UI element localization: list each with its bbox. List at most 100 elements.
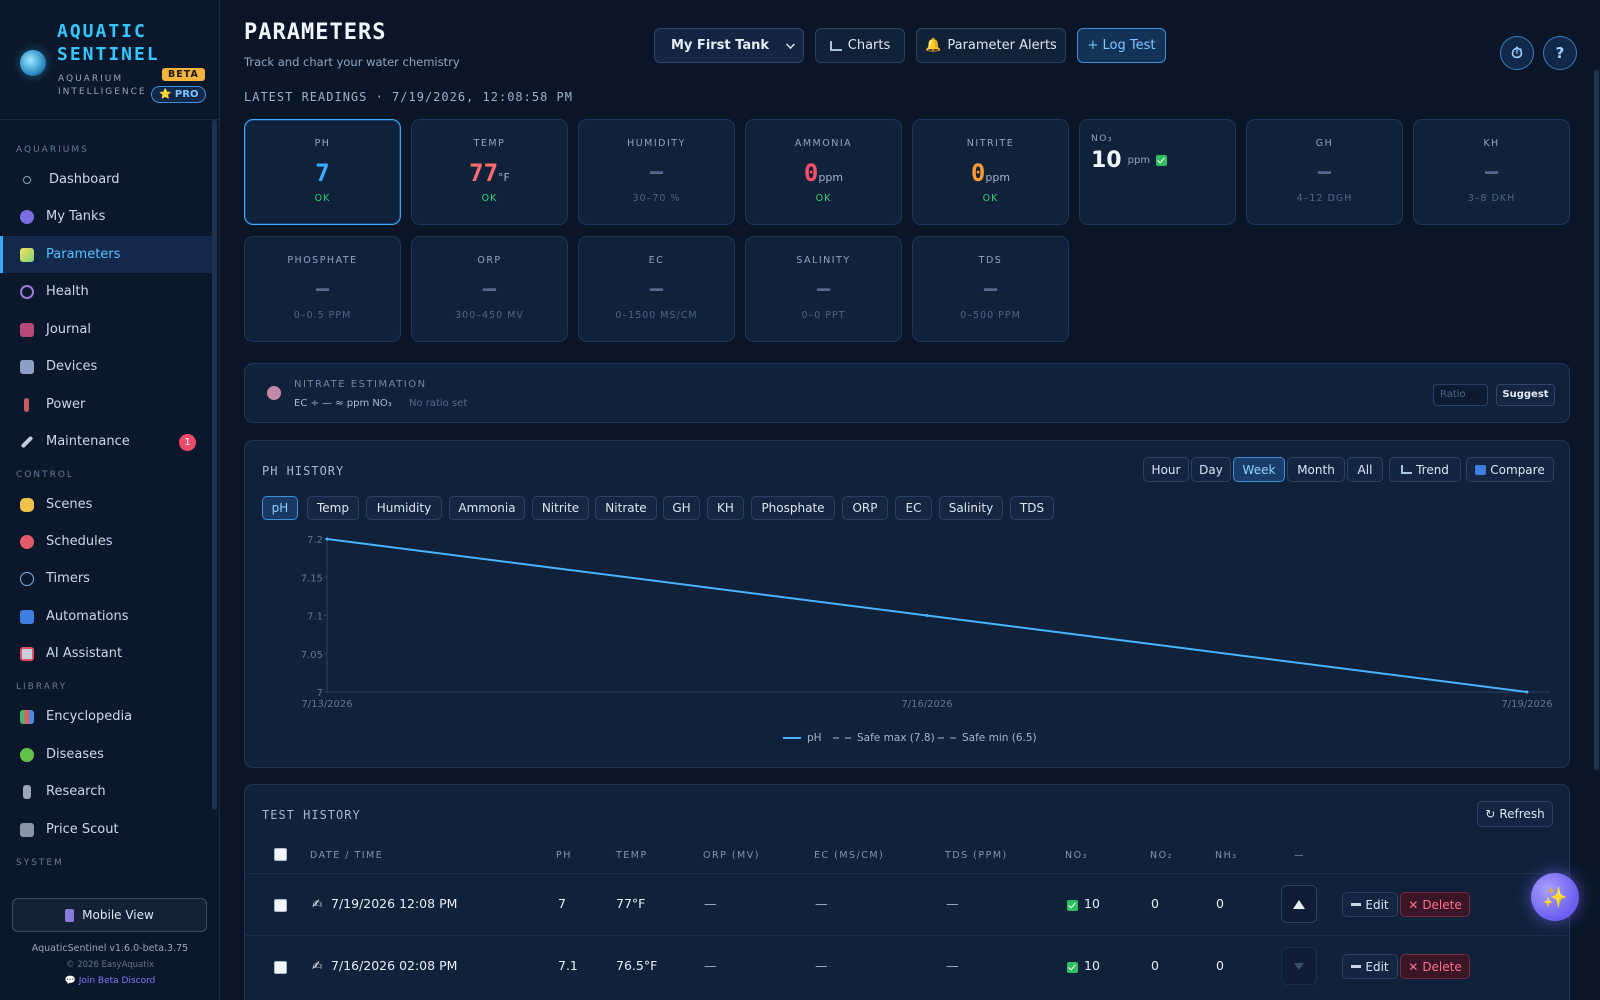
param-card-tds[interactable]: TDS — 0–500 PPM	[912, 236, 1069, 342]
card-status: OK	[982, 193, 999, 204]
column-header-ec[interactable]: EC (MS/CM)	[814, 850, 885, 861]
chip-salinity[interactable]: Salinity	[939, 496, 1003, 520]
sidebar-item-power[interactable]: Power	[0, 386, 212, 423]
edit-button[interactable]: Edit	[1342, 954, 1398, 979]
sidebar-item-schedules[interactable]: Schedules	[0, 523, 212, 560]
column-header-temp[interactable]: TEMP	[616, 850, 648, 861]
range-month-button[interactable]: Month	[1287, 457, 1345, 482]
chip-ammonia[interactable]: Ammonia	[449, 496, 525, 520]
column-header-no2[interactable]: NO₂	[1150, 850, 1173, 861]
log-test-button[interactable]: + Log Test	[1077, 28, 1166, 63]
column-header-nh3[interactable]: NH₃	[1215, 850, 1238, 861]
param-card-nitrite[interactable]: NITRITE 0ppm OK	[912, 119, 1069, 225]
ratio-input[interactable]: Ratio	[1433, 384, 1488, 406]
delete-button[interactable]: ✕ Delete	[1400, 954, 1470, 979]
range-hour-button[interactable]: Hour	[1143, 457, 1189, 482]
chip-ec[interactable]: EC	[895, 496, 932, 520]
param-card-kh[interactable]: KH — 3–8 DKH	[1413, 119, 1570, 225]
column-header-no3[interactable]: NO₃	[1065, 850, 1088, 861]
suggest-button[interactable]: Suggest	[1496, 384, 1555, 406]
param-card-ph[interactable]: PH 7 OK	[244, 119, 401, 225]
sidebar-item-automations[interactable]: Automations	[0, 598, 212, 635]
parameter-alerts-button[interactable]: 🔔 Parameter Alerts	[916, 28, 1066, 63]
param-card-gh[interactable]: GH — 4–12 DGH	[1246, 119, 1403, 225]
chip-temp[interactable]: Temp	[307, 496, 359, 520]
tank-select[interactable]: My First Tank	[654, 28, 804, 63]
journal-icon	[20, 322, 34, 337]
sidebar-item-scenes[interactable]: Scenes	[0, 486, 212, 523]
card-value: —	[482, 277, 497, 302]
chip-kh[interactable]: KH	[707, 496, 744, 520]
param-card-nitrate[interactable]: NO₃ 10 ppm	[1079, 119, 1236, 225]
charts-button[interactable]: Charts	[815, 28, 905, 63]
data-point[interactable]	[925, 614, 929, 617]
sidebar-item-devices[interactable]: Devices	[0, 348, 212, 385]
table-row[interactable]: ✍ 7/16/2026 02:08 PM 7.1 76.5°F — — — 10…	[245, 935, 1571, 997]
sidebar-item-ai-assistant[interactable]: AI Assistant	[0, 635, 212, 672]
x-tick-label: 7/13/2026	[301, 699, 352, 710]
help-button[interactable]: ?	[1543, 36, 1577, 70]
mobile-view-button[interactable]: Mobile View	[12, 898, 207, 932]
param-card-salinity[interactable]: SALINITY — 0–0 PPT	[745, 236, 902, 342]
sidebar-item-timers[interactable]: Timers	[0, 560, 212, 597]
sidebar-item-my-tanks[interactable]: My Tanks	[0, 198, 212, 235]
chip-humidity[interactable]: Humidity	[366, 496, 442, 520]
data-point[interactable]	[325, 537, 329, 541]
timer-add-icon[interactable]: ⏱	[1500, 36, 1534, 70]
refresh-button[interactable]: ↻ Refresh	[1477, 801, 1553, 827]
select-all-checkbox[interactable]	[274, 848, 287, 861]
sidebar-item-health[interactable]: Health	[0, 273, 212, 310]
close-icon: ✕	[1408, 959, 1419, 974]
range-day-button[interactable]: Day	[1191, 457, 1231, 482]
sidebar-item-diseases[interactable]: Diseases	[0, 736, 212, 773]
chip-nitrite[interactable]: Nitrite	[532, 496, 589, 520]
param-card-phosphate[interactable]: PHOSPHATE — 0–0.5 PPM	[244, 236, 401, 342]
delete-button-label: Delete	[1422, 959, 1462, 974]
close-icon: ✕	[1408, 897, 1419, 912]
compare-button[interactable]: Compare	[1466, 457, 1554, 482]
param-card-humidity[interactable]: HUMIDITY — 30–70 %	[578, 119, 735, 225]
y-tick-label: 7.05	[301, 650, 323, 661]
pro-badge[interactable]: ⭐ PRO	[151, 86, 207, 103]
param-card-ec[interactable]: EC — 0–1500 MS/CM	[578, 236, 735, 342]
sidebar-item-journal[interactable]: Journal	[0, 311, 212, 348]
range-week-button[interactable]: Week	[1233, 457, 1285, 482]
sidebar-item-price-scout[interactable]: Price Scout	[0, 811, 212, 848]
sidebar-item-maintenance[interactable]: Maintenance 1	[0, 423, 212, 460]
ph-history-chart: 7 7.05 7.1 7.15 7.2 7/13/2026 7/16/2026 7/19/2…	[301, 535, 1553, 710]
row-checkbox[interactable]	[274, 961, 287, 974]
discord-link[interactable]: 💬 Join Beta Discord	[0, 976, 220, 986]
main-scrollbar[interactable]	[1594, 70, 1599, 770]
range-all-button[interactable]: All	[1347, 457, 1383, 482]
chip-tds[interactable]: TDS	[1010, 496, 1054, 520]
column-header-ph[interactable]: PH	[556, 850, 572, 861]
param-card-ammonia[interactable]: AMMONIA 0ppm OK	[745, 119, 902, 225]
param-card-orp[interactable]: ORP — 300–450 MV	[411, 236, 568, 342]
move-down-button[interactable]	[1281, 947, 1317, 985]
table-row[interactable]: ✍ 7/19/2026 12:08 PM 7 77°F — — — 10 0 0…	[245, 873, 1571, 935]
chip-gh[interactable]: GH	[663, 496, 700, 520]
column-header-date[interactable]: DATE / TIME	[310, 850, 384, 861]
chip-nitrate[interactable]: Nitrate	[595, 496, 657, 520]
sidebar-item-dashboard[interactable]: Dashboard	[0, 161, 212, 198]
row-checkbox[interactable]	[274, 899, 287, 912]
chip-phosphate[interactable]: Phosphate	[751, 496, 835, 520]
param-card-temp[interactable]: TEMP 77°F OK	[411, 119, 568, 225]
sidebar-scrollbar[interactable]	[212, 120, 217, 810]
ai-sparkle-button[interactable]: ✨	[1531, 873, 1579, 921]
sidebar-item-encyclopedia[interactable]: Encyclopedia	[0, 698, 212, 735]
delete-button[interactable]: ✕ Delete	[1400, 892, 1470, 917]
phone-icon	[65, 908, 75, 922]
column-header-orp[interactable]: ORP (MV)	[703, 850, 760, 861]
chip-orp[interactable]: ORP	[842, 496, 888, 520]
sidebar-item-parameters[interactable]: Parameters	[0, 236, 212, 273]
column-header-tds[interactable]: TDS (PPM)	[945, 850, 1008, 861]
move-up-button[interactable]	[1281, 885, 1317, 923]
trend-button[interactable]: Trend	[1389, 457, 1461, 482]
chip-ph[interactable]: pH	[262, 496, 298, 520]
edit-button[interactable]: Edit	[1342, 892, 1398, 917]
data-point[interactable]	[1525, 690, 1529, 694]
latest-readings-label: LATEST READINGS · 7/19/2026, 12:08:58 PM	[244, 90, 573, 104]
card-label: HUMIDITY	[627, 138, 686, 149]
sidebar-item-research[interactable]: Research	[0, 773, 212, 810]
